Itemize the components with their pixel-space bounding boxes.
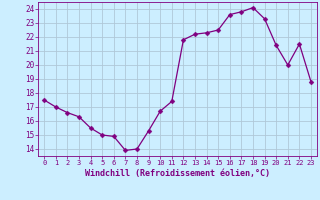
- X-axis label: Windchill (Refroidissement éolien,°C): Windchill (Refroidissement éolien,°C): [85, 169, 270, 178]
